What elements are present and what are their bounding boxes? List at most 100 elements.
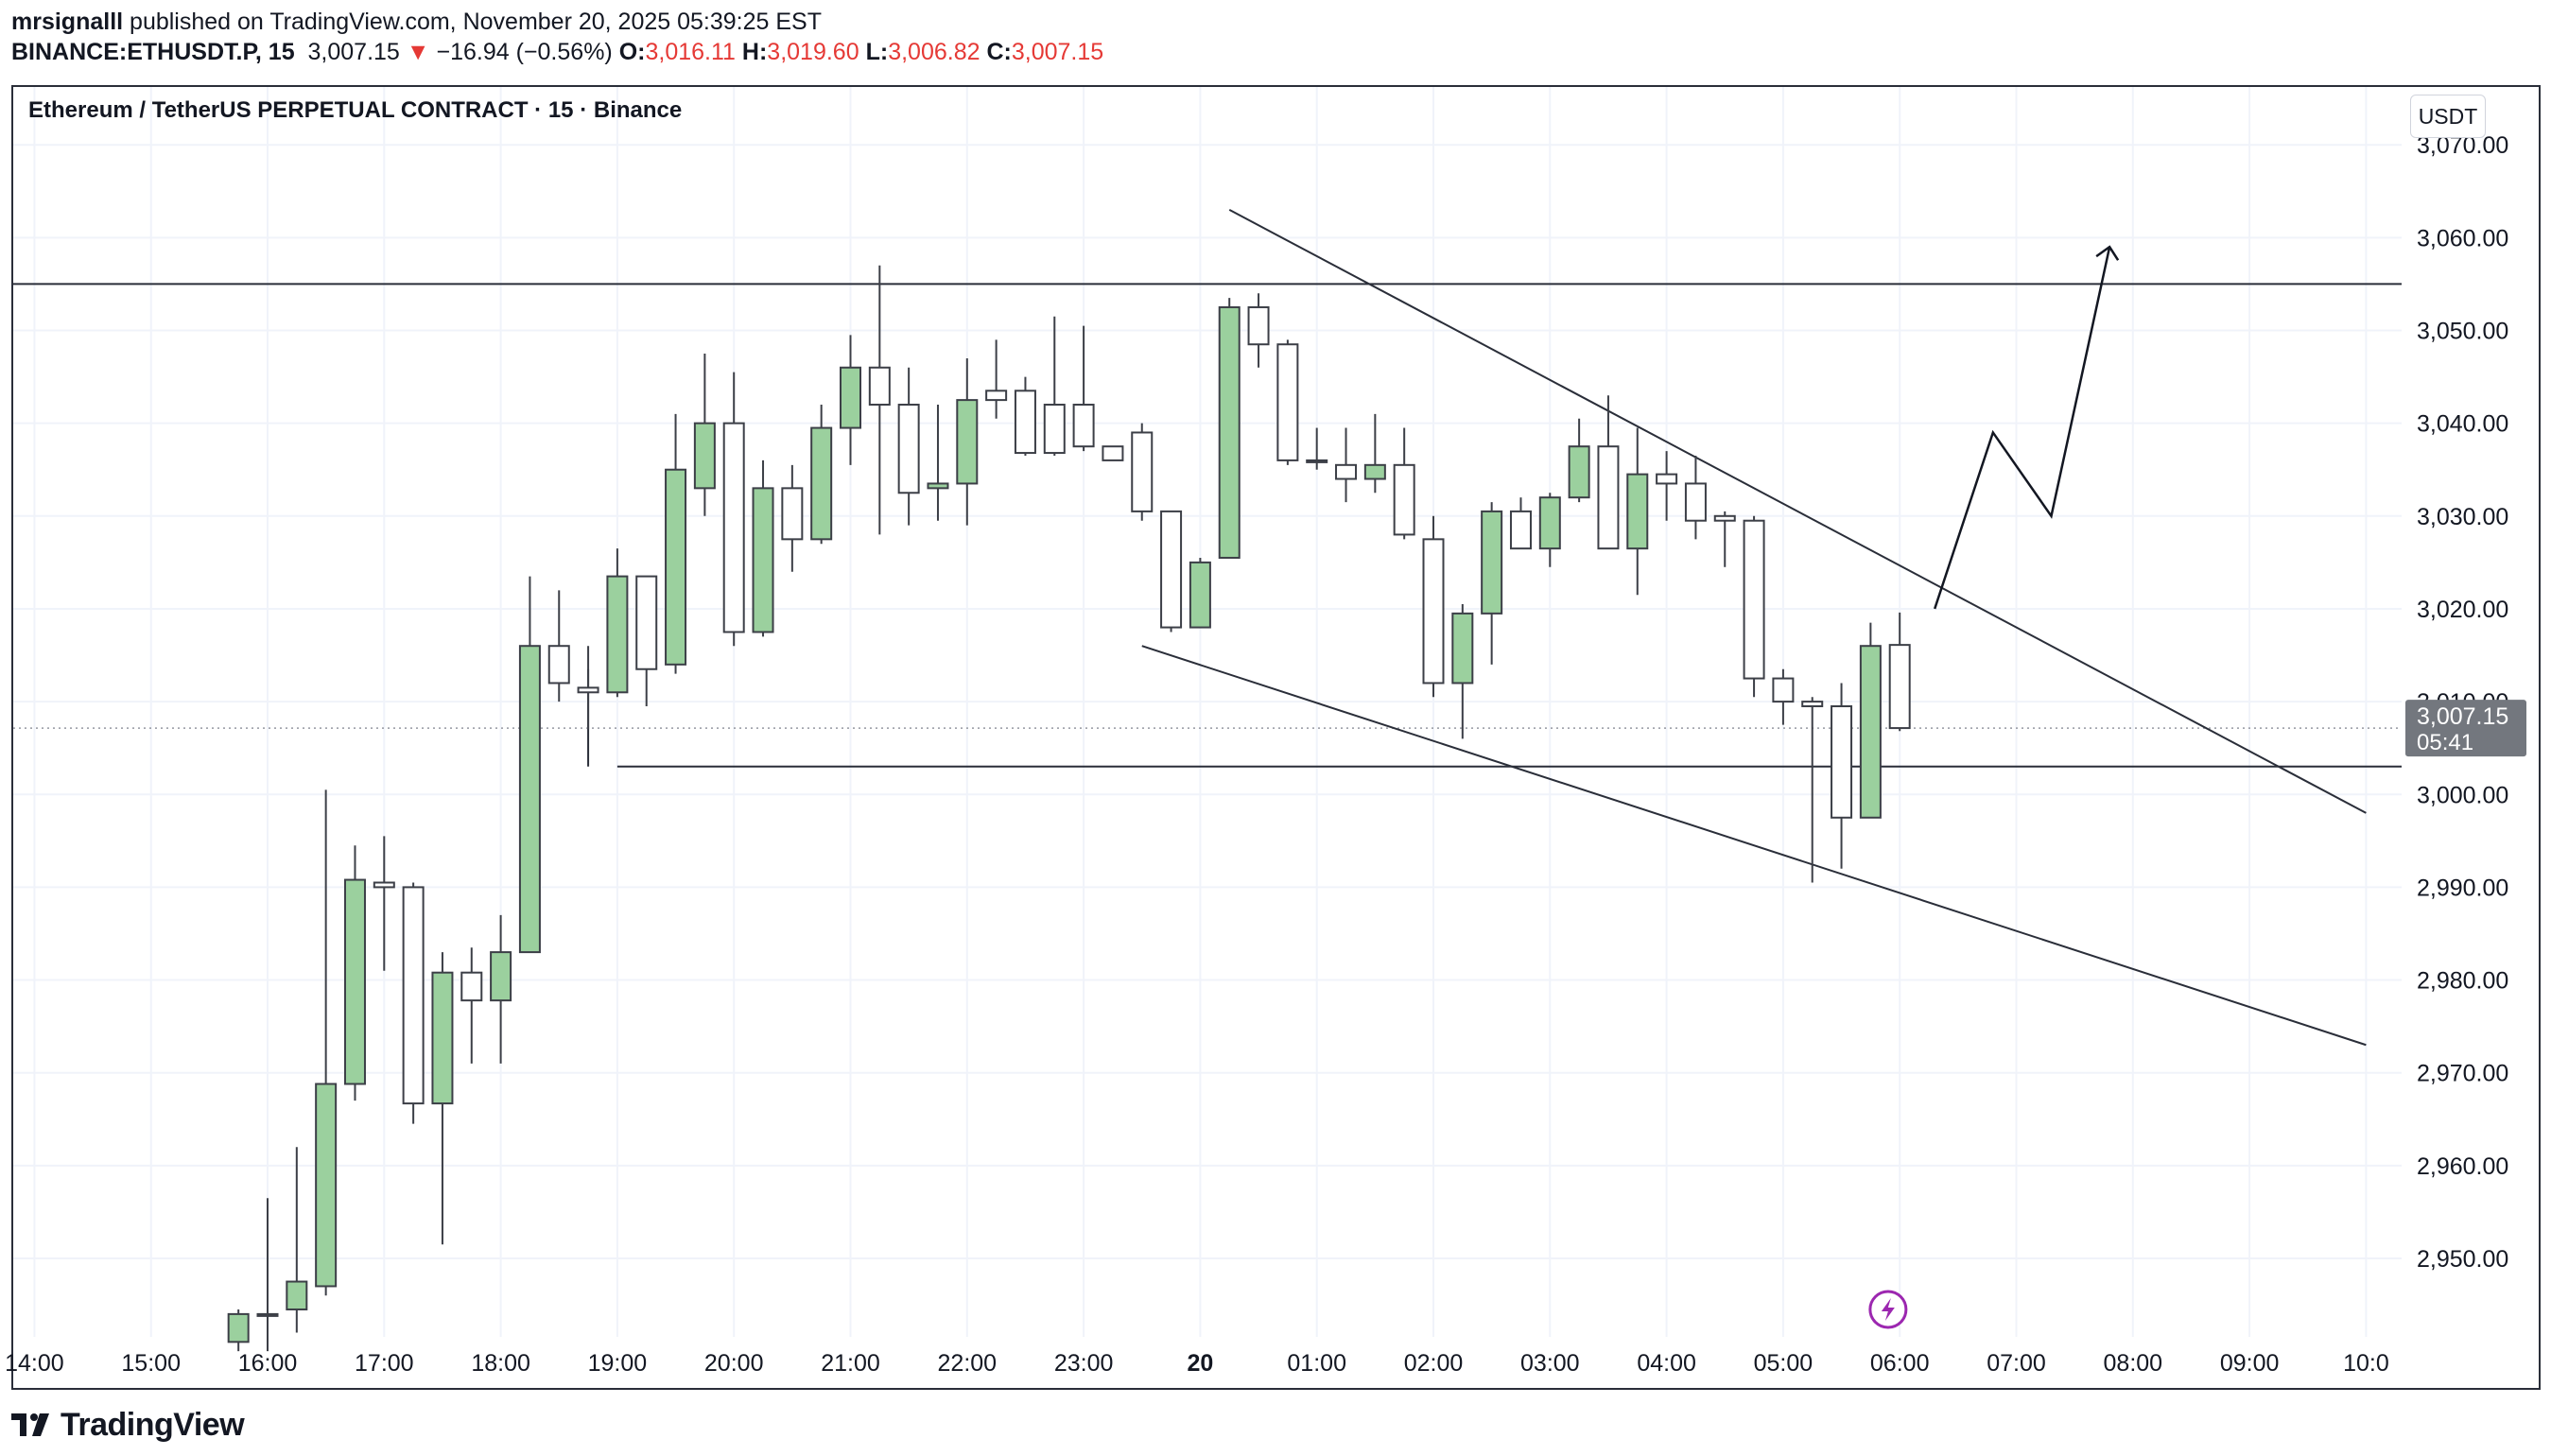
candle: [1568, 418, 1590, 503]
candle-body: [1072, 404, 1095, 448]
candle-body: [1247, 305, 1270, 346]
candle: [1276, 339, 1299, 465]
candle-body: [1422, 538, 1445, 685]
candle-body: [547, 645, 570, 685]
x-tick-label: 09:00: [2220, 1350, 2280, 1377]
candle-body: [1509, 510, 1532, 550]
price-change: −16.94 (−0.56%): [436, 39, 613, 65]
y-tick-label: 3,040.00: [2417, 411, 2508, 438]
y-tick-label: 2,950.00: [2417, 1246, 2508, 1273]
candle: [897, 367, 920, 526]
author-name[interactable]: mrsignalll: [11, 9, 124, 35]
candle-body: [1218, 305, 1241, 559]
candle: [1131, 423, 1154, 521]
x-tick-label: 04:00: [1637, 1350, 1696, 1377]
candle: [1393, 427, 1415, 540]
candle: [665, 413, 687, 674]
candle-body: [1656, 473, 1678, 485]
candle-body: [781, 487, 804, 541]
candle: [752, 459, 774, 637]
candle-body: [1684, 482, 1707, 522]
candle: [1247, 293, 1270, 368]
candle: [1656, 451, 1678, 521]
candle: [1218, 298, 1241, 559]
upper-trendline: [1228, 209, 2367, 814]
tradingview-logo-icon: [11, 1413, 49, 1436]
candle: [490, 914, 512, 1064]
candle: [1626, 427, 1649, 596]
candle: [1451, 604, 1474, 739]
candle-body: [373, 881, 395, 889]
currency-button[interactable]: USDT: [2410, 95, 2486, 138]
candle-body: [490, 951, 512, 1002]
tradingview-logo[interactable]: TradingView: [11, 1401, 245, 1448]
candle-body: [810, 426, 833, 541]
candle: [1772, 668, 1795, 725]
drawings: [13, 209, 2402, 1329]
chart-frame[interactable]: [11, 85, 2541, 1390]
y-tick-label: 3,020.00: [2417, 597, 2508, 623]
candle: [1888, 612, 1911, 732]
y-tick-label: 2,970.00: [2417, 1061, 2508, 1087]
candle-body: [665, 468, 687, 666]
price-label-value: 3,007.15: [2417, 703, 2508, 730]
candle-body: [1276, 343, 1299, 461]
candle: [810, 405, 833, 545]
y-tick-label: 3,060.00: [2417, 225, 2508, 251]
x-tick-label: 17:00: [355, 1350, 414, 1377]
candle-body: [722, 422, 745, 633]
candle: [840, 335, 861, 465]
candle: [1335, 427, 1358, 503]
candle-body: [343, 878, 366, 1085]
candle-body: [927, 482, 949, 490]
candle: [286, 1147, 308, 1333]
x-tick-label: 21:00: [821, 1350, 880, 1377]
candle-body: [1102, 445, 1124, 461]
x-tick-label: 03:00: [1520, 1350, 1580, 1377]
candle-body: [227, 1312, 250, 1343]
candle-body: [693, 422, 716, 490]
candle: [1481, 502, 1503, 665]
y-tick-label: 2,960.00: [2417, 1153, 2508, 1180]
candle-body: [1772, 677, 1795, 703]
candle-body: [1451, 612, 1474, 685]
x-tick-label: 15:00: [121, 1350, 181, 1377]
ohlc-bar: BINANCE:ETHUSDT.P, 15 3,007.15 ▼ −16.94 …: [11, 38, 1103, 66]
candle: [518, 576, 541, 954]
candle: [781, 464, 804, 572]
candle: [1306, 427, 1328, 470]
candle-body: [1743, 519, 1765, 680]
x-tick-label: 06:00: [1870, 1350, 1930, 1377]
low-label: L:: [865, 39, 889, 65]
candle-body: [577, 686, 599, 694]
candle-body: [1189, 561, 1211, 629]
candle-body: [1888, 644, 1911, 730]
x-tick-label: 16:00: [238, 1350, 298, 1377]
candle-body: [868, 366, 891, 407]
candle-body: [985, 390, 1008, 402]
candle: [1072, 325, 1095, 452]
candle-body: [956, 399, 979, 485]
projection-arrowhead: [2095, 245, 2120, 261]
close-label: C:: [986, 39, 1012, 65]
candle: [1597, 395, 1620, 550]
candle-body: [1481, 510, 1503, 615]
time-axis: 14:00 15:00 16:00 17:00 18:00 19:00 20:00 21:00…: [5, 1350, 2389, 1377]
candle-body: [431, 971, 454, 1105]
candle-body: [1538, 496, 1561, 550]
candle-body: [1131, 431, 1154, 512]
candle-body: [1597, 445, 1620, 550]
candle: [927, 405, 949, 521]
x-tick-label: 07:00: [1987, 1350, 2046, 1377]
candle: [1684, 456, 1707, 540]
candle: [1743, 515, 1765, 698]
low-value: 3,006.82: [888, 39, 980, 65]
x-tick-label: 10:0: [2343, 1350, 2389, 1377]
open-value: 3,016.11: [645, 39, 736, 65]
price-label-countdown: 05:41: [2417, 730, 2473, 755]
candle: [1189, 557, 1211, 629]
brand-name: TradingView: [61, 1406, 245, 1443]
high-label: H:: [741, 39, 768, 65]
